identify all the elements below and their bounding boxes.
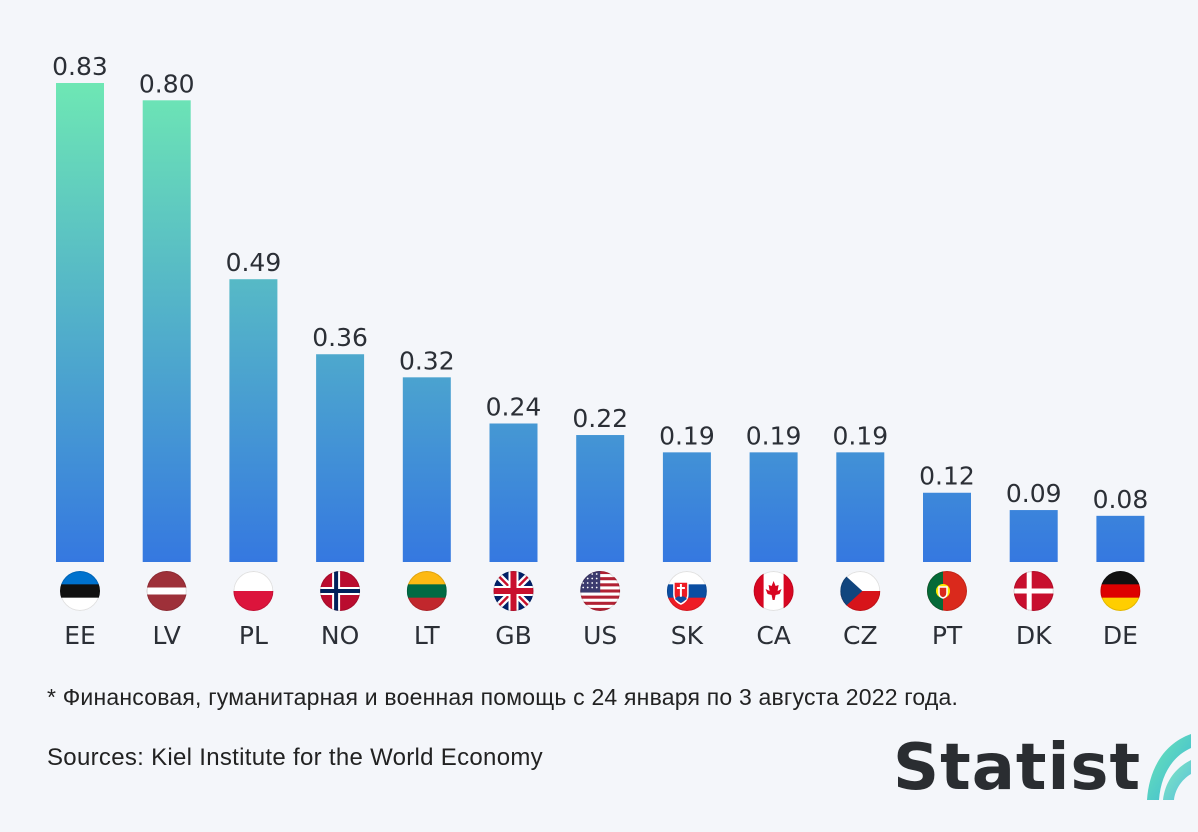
value-label-pt: 0.12 [919,462,975,491]
footnote: * Финансовая, гуманитарная и военная пом… [47,684,959,710]
bar-cz [836,452,885,562]
category-label-sk: SK [671,621,704,650]
bar-chart: 0.83 0.80 0.49 0.36 0.32 0.24 0.22 0.19 0.19 0.19… [52,52,1149,650]
bar-ca [749,452,798,562]
value-label-pl: 0.49 [226,248,282,277]
category-label-no: NO [321,621,359,650]
category-label-pl: PL [239,621,268,650]
denmark-flag-icon [1013,571,1054,611]
bar-de [1096,515,1145,562]
bar-sk [662,452,711,562]
united-states-flag-icon [580,571,621,611]
brand-wordmark: Statist [893,731,1142,805]
estonia-flag-icon [60,571,100,611]
value-label-lv: 0.80 [139,69,195,98]
germany-flag-icon [1100,571,1141,611]
category-label-cz: CZ [843,621,878,650]
bar-gb [489,423,538,562]
category-label-ca: CA [756,621,791,650]
value-label-sk: 0.19 [659,421,715,450]
value-label-ca: 0.19 [746,421,802,450]
latvia-flag-icon [146,571,187,611]
sources-text: Sources: Kiel Institute for the World Ec… [47,744,543,771]
category-label-us: US [583,621,617,650]
bar-no [316,354,365,562]
value-label-de: 0.08 [1093,485,1149,514]
value-label-cz: 0.19 [832,421,888,450]
category-label-ee: EE [64,621,96,650]
norway-flag-icon [320,571,361,611]
statista-wave-icon [1147,734,1192,800]
value-label-ee: 0.83 [52,52,108,81]
statista-logo: Statist [893,728,1195,808]
category-label-gb: GB [495,621,532,650]
czech-republic-flag-icon [840,571,881,611]
value-label-dk: 0.09 [1006,479,1062,508]
bar-pt [923,492,971,562]
value-label-gb: 0.24 [486,392,542,421]
category-label-lt: LT [414,621,440,650]
lithuania-flag-icon [406,571,447,611]
slovakia-flag-icon [666,571,707,611]
category-label-de: DE [1103,621,1138,650]
canada-flag-icon [753,571,794,611]
bar-us [576,435,625,562]
portugal-flag-icon [927,571,967,611]
category-label-lv: LV [153,621,181,650]
bar-lt [402,377,451,562]
value-label-us: 0.22 [572,404,628,433]
value-label-lt: 0.32 [399,346,455,375]
bar-dk [1009,510,1058,562]
bar-lv [142,100,191,562]
united-kingdom-flag-icon [493,571,534,611]
poland-flag-icon [233,571,274,611]
value-label-no: 0.36 [312,323,368,352]
bar-ee [56,83,104,562]
category-label-dk: DK [1016,621,1052,650]
category-label-pt: PT [932,621,963,650]
bar-pl [229,279,278,562]
